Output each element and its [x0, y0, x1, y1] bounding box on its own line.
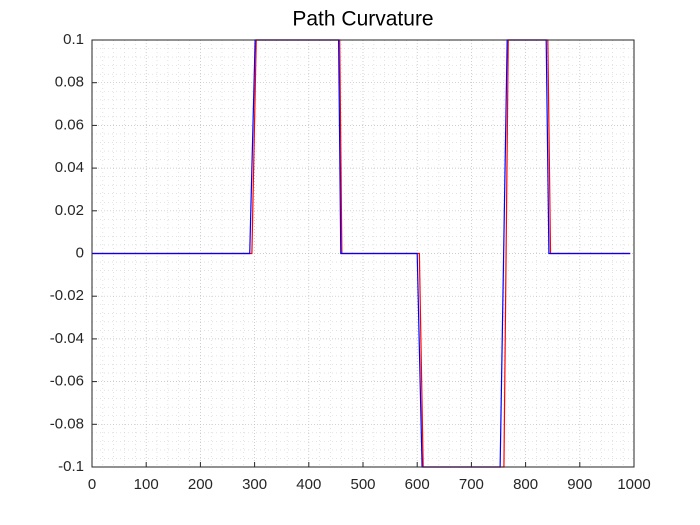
x-tick-label: 1000: [617, 476, 650, 493]
x-tick-label: 800: [513, 476, 538, 493]
data-line: [92, 39, 631, 468]
y-tick-label: 0: [76, 244, 84, 261]
y-tick-label: 0.06: [55, 116, 84, 133]
x-tick-label: 700: [459, 476, 484, 493]
y-tick-label: 0.08: [55, 74, 84, 91]
y-tick-label: 0.02: [55, 202, 84, 219]
x-tick-label: 200: [188, 476, 213, 493]
y-tick-label: -0.08: [50, 415, 84, 432]
y-tick-label: 0.1: [63, 31, 84, 48]
x-tick-label: 400: [296, 476, 321, 493]
x-tick-label: 600: [405, 476, 430, 493]
y-tick-label: 0.04: [55, 159, 84, 176]
y-tick-label: -0.04: [50, 330, 84, 347]
y-tick-label: -0.1: [58, 458, 84, 475]
x-tick-label: 0: [88, 476, 96, 493]
x-tick-label: 300: [242, 476, 267, 493]
data-line: [92, 39, 631, 468]
y-tick-label: -0.06: [50, 373, 84, 390]
x-tick-label: 500: [350, 476, 375, 493]
chart-title: Path Curvature: [292, 8, 433, 31]
x-tick-label: 900: [567, 476, 592, 493]
y-tick-label: -0.02: [50, 287, 84, 304]
x-tick-label: 100: [134, 476, 159, 493]
axes-box: [91, 39, 635, 468]
